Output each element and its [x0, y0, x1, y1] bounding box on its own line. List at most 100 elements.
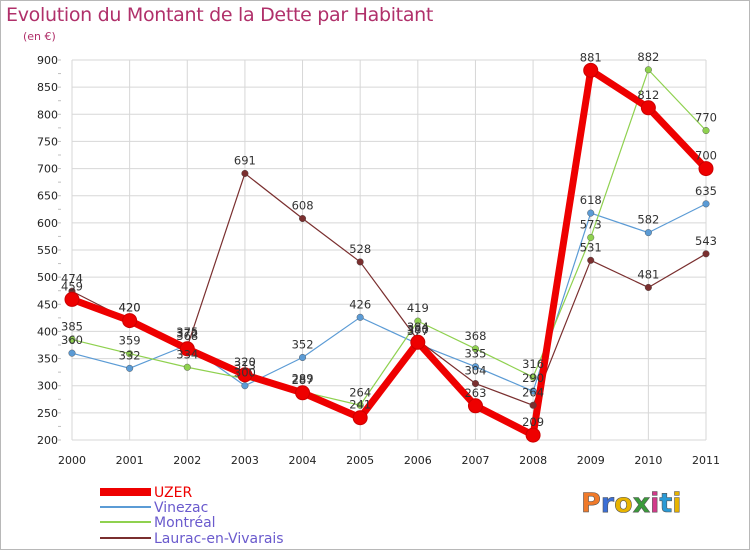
y-tick-label: 500	[37, 271, 58, 284]
data-point	[644, 229, 652, 237]
y-tick-label: 700	[37, 163, 58, 176]
y-tick-label: 550	[37, 244, 58, 257]
x-tick-label: 2005	[346, 454, 374, 467]
data-label: 481	[637, 267, 659, 281]
data-label: 618	[580, 193, 602, 207]
data-point	[352, 410, 368, 426]
data-label: 384	[407, 320, 429, 334]
y-tick-label: 400	[37, 325, 58, 338]
series-line-vinezac	[71, 203, 707, 392]
data-point	[356, 313, 364, 321]
data-label: 420	[119, 301, 141, 315]
data-label: 290	[522, 371, 544, 385]
data-label: 368	[464, 329, 486, 343]
data-point	[68, 349, 76, 357]
y-tick-label: 250	[37, 407, 58, 420]
y-tick-label: 750	[37, 135, 58, 148]
data-point	[183, 363, 191, 371]
y-tick-label: 450	[37, 298, 58, 311]
data-label: 770	[695, 111, 717, 125]
y-tick-label: 200	[37, 434, 58, 447]
data-label: 543	[695, 234, 717, 248]
legend-label: Vinezac	[154, 500, 208, 516]
data-point	[241, 169, 249, 177]
data-point	[179, 341, 195, 357]
data-point	[644, 66, 652, 74]
data-label: 474	[61, 271, 83, 285]
data-label: 304	[464, 364, 486, 378]
data-label: 419	[407, 301, 429, 315]
data-point	[587, 256, 595, 264]
data-point	[414, 317, 422, 325]
data-point	[410, 334, 426, 350]
data-point	[529, 401, 537, 409]
x-tick-label: 2009	[577, 454, 605, 467]
data-label: 531	[580, 240, 602, 254]
data-point	[299, 353, 307, 361]
y-tick-label: 650	[37, 190, 58, 203]
data-label: 420	[119, 301, 141, 315]
x-tick-label: 2000	[58, 454, 86, 467]
y-tick-label: 850	[37, 81, 58, 94]
data-point	[356, 401, 364, 409]
data-point	[640, 100, 656, 116]
data-point	[702, 127, 710, 135]
data-point	[702, 200, 710, 208]
legend-label: Montréal	[154, 515, 216, 531]
data-label: 287	[292, 373, 314, 387]
data-label: 300	[234, 366, 256, 380]
data-point	[122, 313, 138, 329]
data-label: 812	[637, 88, 659, 102]
data-point	[241, 382, 249, 390]
data-point	[126, 364, 134, 372]
data-label: 882	[637, 50, 659, 64]
data-label: 700	[695, 149, 717, 163]
data-point	[64, 291, 80, 307]
data-point	[471, 380, 479, 388]
data-label: 209	[522, 415, 544, 429]
x-tick-label: 2011	[692, 454, 720, 467]
legend-label: UZER	[154, 485, 192, 501]
logo-letter: P	[581, 488, 601, 520]
data-point	[525, 427, 541, 443]
y-tick-label: 350	[37, 353, 58, 366]
data-label: 426	[349, 297, 371, 311]
data-point	[698, 161, 714, 177]
data-label: 380	[407, 322, 429, 336]
data-point	[583, 62, 599, 78]
x-tick-label: 2003	[231, 454, 259, 467]
data-label: 459	[61, 279, 83, 293]
data-label: 385	[61, 320, 83, 334]
data-label: 377	[407, 324, 429, 338]
data-label: 316	[522, 357, 544, 371]
data-point	[587, 209, 595, 217]
logo-letter: i	[650, 488, 660, 520]
data-point	[529, 373, 537, 381]
data-label: 289	[292, 372, 314, 386]
data-point	[467, 398, 483, 414]
data-label: 352	[292, 337, 314, 351]
data-label: 359	[119, 334, 141, 348]
legend-label: Laurac-en-Vivarais	[154, 531, 284, 547]
data-label: 263	[464, 386, 486, 400]
proxiti-logo: Proxiti	[581, 488, 682, 520]
series-line-uzer	[70, 66, 709, 439]
data-point	[471, 363, 479, 371]
x-tick-label: 2004	[289, 454, 317, 467]
logo-letter: r	[600, 488, 615, 520]
logo-letter: o	[614, 488, 633, 520]
data-label: 635	[695, 184, 717, 198]
y-tick-label: 800	[37, 108, 58, 121]
logo-letter: t	[659, 488, 673, 520]
x-tick-label: 2007	[461, 454, 489, 467]
x-tick-label: 2010	[634, 454, 662, 467]
data-label: 264	[522, 385, 544, 399]
y-tick-label: 300	[37, 380, 58, 393]
x-tick-label: 2008	[519, 454, 547, 467]
logo-letter: i	[672, 488, 682, 520]
data-label: 334	[176, 347, 198, 361]
x-tick-label: 2006	[404, 454, 432, 467]
chart-title: Evolution du Montant de la Dette par Hab…	[6, 4, 434, 26]
data-point	[237, 367, 253, 383]
data-label: 375	[176, 325, 198, 339]
